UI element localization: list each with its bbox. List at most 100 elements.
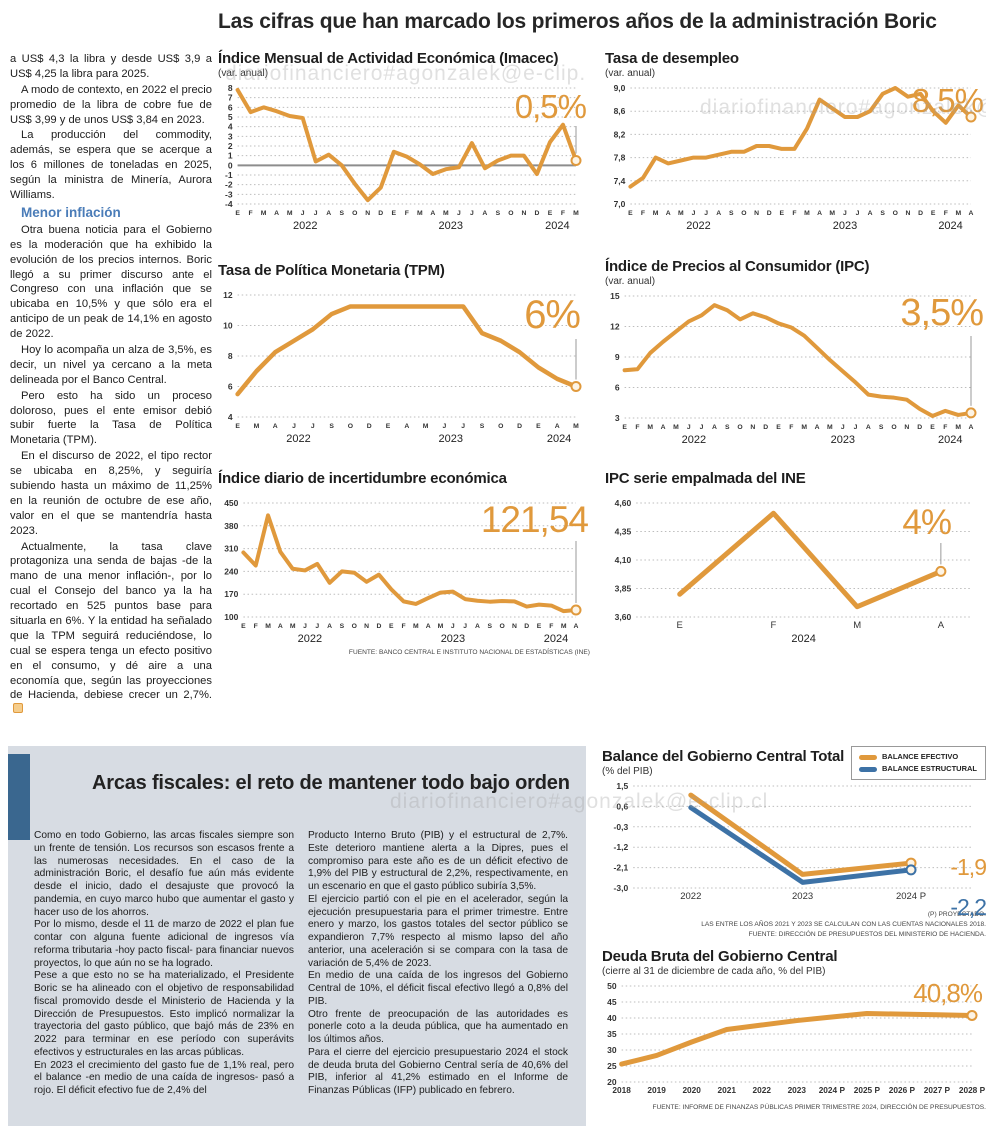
svg-text:10: 10 <box>223 321 233 331</box>
svg-text:D: D <box>376 623 381 630</box>
svg-text:5: 5 <box>228 112 233 122</box>
chart-canvas-imacec: 8 7 6 5 4 3 2 1 0 -1 -2 -3 -4 E F M A M J J A S O N D E F M A M J J A S O N… <box>218 82 590 234</box>
svg-text:2023: 2023 <box>439 433 463 445</box>
svg-text:D: D <box>767 210 772 217</box>
chart-source: FUENTE: INFORME DE FINANZAS PÚBLICAS PRI… <box>652 1104 986 1111</box>
svg-text:100: 100 <box>224 612 238 622</box>
box-paragraph: Por lo mismo, desde el 11 de marzo de 20… <box>34 919 294 969</box>
svg-text:S: S <box>496 210 501 217</box>
chart-value-label: 8,5% <box>911 82 984 119</box>
svg-text:12: 12 <box>223 290 233 300</box>
svg-text:2024: 2024 <box>938 434 962 446</box>
chart-note: LAS ENTRE LOS AÑOS 2021 Y 2023 SE CALCUL… <box>701 920 986 928</box>
chart-title: Índice de Precios al Consumidor (IPC) <box>605 258 870 275</box>
chart-plot: 4,60 4,35 4,10 3,85 3,60 E F M A 2024 <box>615 498 971 645</box>
article-paragraph: Pero esto ha sido un proceso doloroso, p… <box>10 389 212 447</box>
box-paragraph: Para el cierre del ejercicio presupuesta… <box>308 1046 568 1096</box>
chart-title: Índice diario de incertidumbre económica <box>218 470 507 487</box>
svg-text:M: M <box>443 210 449 217</box>
svg-text:D: D <box>378 210 383 217</box>
svg-text:A: A <box>555 423 560 430</box>
svg-text:E: E <box>548 210 553 217</box>
article-paragraph: A modo de contexto, en 2022 el precio pr… <box>10 83 212 126</box>
svg-text:O: O <box>741 210 746 217</box>
svg-text:D: D <box>367 423 372 430</box>
chart-value-label: 4% <box>902 503 952 542</box>
svg-text:310: 310 <box>224 544 238 554</box>
chart-title: Deuda Bruta del Gobierno Central <box>602 948 838 965</box>
svg-text:2024 P: 2024 P <box>819 1085 846 1095</box>
chart-source: FUENTE: BANCO CENTRAL E INSTITUTO NACION… <box>348 649 590 656</box>
chart-title: Balance del Gobierno Central Total <box>602 748 845 765</box>
box-column-right: Producto Interno Bruto (PIB) y el estruc… <box>308 830 568 1116</box>
svg-text:M: M <box>261 210 267 217</box>
svg-text:7,0: 7,0 <box>614 199 626 209</box>
box-paragraph: Como en todo Gobierno, las arcas fiscale… <box>34 830 294 918</box>
svg-text:4: 4 <box>228 412 233 422</box>
svg-text:A: A <box>716 210 721 217</box>
svg-text:2018: 2018 <box>612 1085 631 1095</box>
svg-text:2020: 2020 <box>682 1085 701 1095</box>
svg-text:2028 P: 2028 P <box>959 1085 986 1095</box>
svg-text:2022: 2022 <box>298 633 322 645</box>
svg-text:2024: 2024 <box>545 220 569 232</box>
svg-text:E: E <box>389 623 394 630</box>
svg-text:A: A <box>404 423 409 430</box>
svg-text:7: 7 <box>228 93 233 103</box>
svg-text:2022: 2022 <box>680 891 701 902</box>
svg-text:E: E <box>677 620 683 631</box>
svg-text:E: E <box>537 623 542 630</box>
svg-text:2022: 2022 <box>293 220 317 232</box>
article-paragraph: Otra buena noticia para el Gobierno es l… <box>10 223 212 341</box>
svg-text:45: 45 <box>607 997 617 1007</box>
svg-text:J: J <box>843 210 847 217</box>
svg-text:N: N <box>754 210 759 217</box>
svg-text:-3: -3 <box>225 189 233 199</box>
svg-text:J: J <box>311 423 315 430</box>
chart-canvas-deuda: 50 45 40 35 30 25 20 2018 2019 2020 2021 2022 2023 20… <box>602 980 986 1102</box>
chart-imacec: Índice Mensual de Actividad Económica (I… <box>218 50 590 234</box>
svg-text:F: F <box>549 623 553 630</box>
svg-text:F: F <box>792 210 796 217</box>
svg-text:M: M <box>678 210 684 217</box>
article-column: a US$ 4,3 la libra y desde US$ 3,9 a US$… <box>10 52 212 724</box>
chart-title: Tasa de desempleo <box>605 50 739 67</box>
chart-subtitle: (var. anual) <box>605 68 656 79</box>
svg-text:M: M <box>290 623 296 630</box>
svg-text:A: A <box>969 424 974 431</box>
svg-text:4,10: 4,10 <box>615 555 632 565</box>
svg-text:J: J <box>451 623 455 630</box>
svg-text:A: A <box>475 623 480 630</box>
chart-legend: BALANCE EFECTIVO BALANCE ESTRUCTURAL <box>851 746 986 780</box>
svg-text:O: O <box>348 423 353 430</box>
legend-item-estructural: BALANCE ESTRUCTURAL <box>859 763 977 775</box>
svg-text:S: S <box>340 623 345 630</box>
svg-text:6: 6 <box>228 102 233 112</box>
svg-text:M: M <box>561 623 567 630</box>
svg-text:J: J <box>443 423 447 430</box>
chart-note: FUENTE: DIRECCIÓN DE PRESUPUESTOS DEL MI… <box>748 930 986 938</box>
article-paragraph: La producción del commodity, además, se … <box>10 129 212 202</box>
svg-text:8,6: 8,6 <box>614 106 626 116</box>
svg-text:J: J <box>314 210 318 217</box>
chart-value-label: 6% <box>524 293 581 337</box>
svg-text:A: A <box>274 210 279 217</box>
svg-text:S: S <box>879 424 884 431</box>
box-accent-bar <box>8 754 30 840</box>
chart-deuda: Deuda Bruta del Gobierno Central (cierre… <box>602 948 986 1111</box>
svg-text:M: M <box>956 210 962 217</box>
svg-text:M: M <box>955 424 961 431</box>
svg-text:J: J <box>315 623 319 630</box>
svg-text:O: O <box>508 210 513 217</box>
svg-text:2021: 2021 <box>717 1085 736 1095</box>
svg-text:A: A <box>430 210 435 217</box>
svg-text:40: 40 <box>607 1013 617 1023</box>
chart-value-label: 0,5% <box>514 88 587 125</box>
svg-text:380: 380 <box>224 521 238 531</box>
box-paragraph: En 2023 el crecimiento del gasto fue de … <box>34 1059 294 1097</box>
svg-text:A: A <box>278 623 283 630</box>
svg-text:J: J <box>470 210 474 217</box>
svg-text:2023: 2023 <box>788 1085 807 1095</box>
